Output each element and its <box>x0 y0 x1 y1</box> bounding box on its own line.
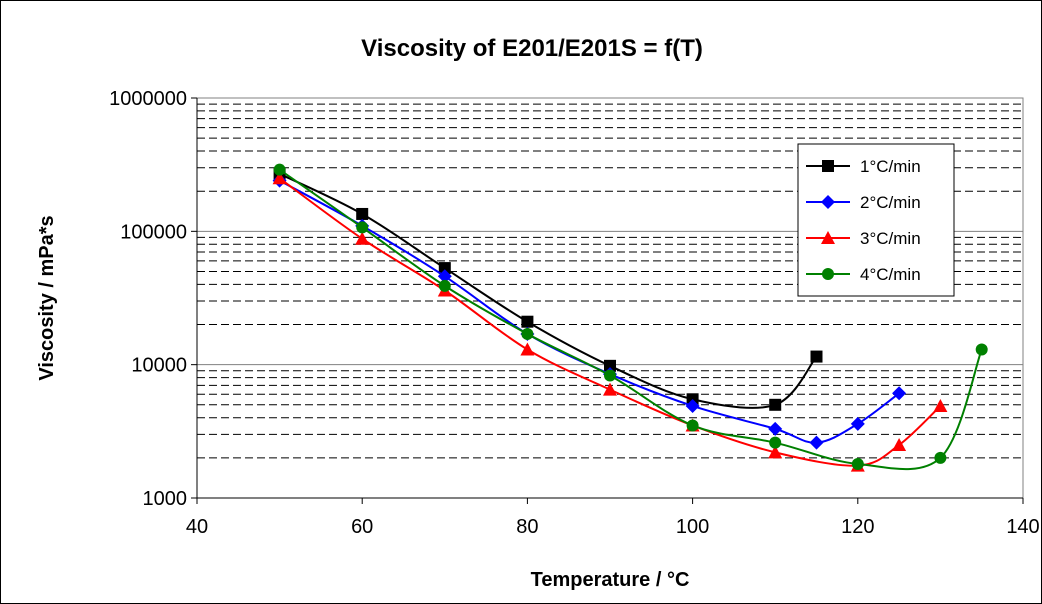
data-point <box>438 279 451 292</box>
data-point <box>851 457 864 470</box>
data-point <box>438 262 451 275</box>
legend-label: 1°C/min <box>860 157 921 176</box>
data-point <box>686 419 699 432</box>
data-point <box>685 398 700 413</box>
x-tick-label: 60 <box>351 516 373 538</box>
data-point <box>975 343 988 356</box>
data-point <box>769 398 782 411</box>
data-point <box>521 327 534 340</box>
data-point <box>521 315 534 328</box>
x-tick-label: 140 <box>1006 516 1039 538</box>
legend: 1°C/min 2°C/min 3°C/min 4°C/min <box>797 143 955 297</box>
series-4 <box>273 163 988 471</box>
legend-marker <box>821 195 835 209</box>
data-point <box>272 171 287 185</box>
legend-marker <box>822 160 834 172</box>
data-point <box>604 359 616 372</box>
series-layer <box>272 163 988 472</box>
y-axis-title: Viscosity / mPa*s <box>36 215 58 380</box>
data-point <box>850 416 865 431</box>
data-point <box>768 445 783 459</box>
series-line <box>279 179 900 444</box>
data-point <box>520 342 535 356</box>
series-1 <box>273 167 823 411</box>
x-tick-label: 40 <box>186 516 208 538</box>
y-tick-label: 1000000 <box>109 88 187 110</box>
data-point <box>768 421 783 436</box>
y-tick-label: 1000 <box>143 488 188 510</box>
data-point <box>356 221 369 234</box>
legend-marker <box>821 231 835 244</box>
data-point <box>892 437 907 451</box>
data-point <box>604 369 616 382</box>
legend-label: 3°C/min <box>860 229 921 248</box>
y-tick-label: 10000 <box>131 355 187 377</box>
data-point <box>809 435 824 450</box>
data-point <box>437 269 452 284</box>
data-point <box>355 231 370 245</box>
data-point <box>810 350 823 363</box>
data-point <box>769 436 782 449</box>
axis-layer: 1000 10000 100000 1000000 40 60 80 100 120 140 <box>109 88 1040 538</box>
x-axis-title: Temperature / °C <box>531 569 690 591</box>
x-tick-label: 120 <box>841 516 874 538</box>
data-point <box>603 382 617 396</box>
legend-marker <box>822 268 834 280</box>
chart-title: Viscosity of E201/E201S = f(T) <box>361 35 703 62</box>
legend-label: 2°C/min <box>860 193 921 212</box>
series-line <box>279 168 983 471</box>
data-point <box>933 398 948 412</box>
legend-item: 3°C/min <box>806 229 921 248</box>
data-point <box>892 386 907 401</box>
x-tick-label: 100 <box>676 516 709 538</box>
x-tick-label: 80 <box>516 516 538 538</box>
legend-item: 4°C/min <box>806 265 921 284</box>
y-tick-label: 100000 <box>120 221 187 243</box>
series-line <box>279 172 818 409</box>
data-point <box>356 207 369 220</box>
legend-item: 1°C/min <box>806 157 921 176</box>
legend-label: 4°C/min <box>860 265 921 284</box>
data-point <box>934 451 947 464</box>
legend-item: 2°C/min <box>806 193 921 212</box>
data-point <box>273 163 286 176</box>
